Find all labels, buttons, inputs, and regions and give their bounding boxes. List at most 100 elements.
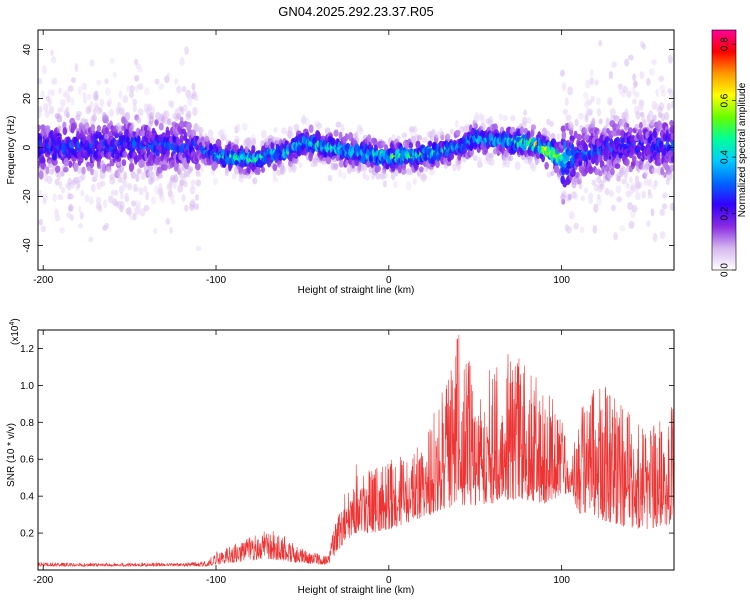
spectrogram-cell bbox=[342, 172, 347, 180]
spectrogram-cell bbox=[131, 200, 137, 207]
spectrogram-cell bbox=[561, 168, 566, 176]
spectrogram-cell bbox=[504, 158, 511, 168]
spectrogram-cell bbox=[457, 153, 462, 161]
spectrogram-cell bbox=[452, 164, 457, 172]
spectrogram-cell bbox=[656, 151, 661, 161]
spectrogram-cell bbox=[251, 137, 257, 146]
spectrogram-cell bbox=[449, 152, 455, 160]
spectrogram-cell bbox=[629, 176, 633, 184]
spectrogram-cell bbox=[272, 176, 279, 183]
spectrogram-cell bbox=[598, 170, 603, 177]
spectrogram-cell bbox=[549, 120, 554, 128]
spectrogram-cell bbox=[608, 98, 612, 106]
spectrogram-cell bbox=[616, 196, 623, 203]
spectrogram-cell bbox=[608, 190, 614, 198]
spectrogram-cell bbox=[659, 231, 666, 240]
x-tick-label: -200 bbox=[33, 275, 53, 286]
spectrogram-cell bbox=[113, 145, 118, 152]
spectrogram-cell bbox=[651, 167, 658, 174]
spectrogram-cell bbox=[200, 164, 204, 173]
spectrogram-cell bbox=[523, 109, 527, 116]
spectrogram-cell bbox=[145, 191, 149, 201]
spectrogram-cell bbox=[662, 192, 668, 199]
spectrogram-cell bbox=[189, 185, 196, 195]
spectrogram-cell bbox=[156, 166, 163, 174]
spectrogram-cell bbox=[653, 129, 657, 138]
spectrogram-cell bbox=[158, 83, 165, 90]
colorbar-ticks: 0.0 0.2 0.4 0.6 0.8 bbox=[720, 37, 736, 277]
spectrogram-cell bbox=[89, 196, 94, 205]
spectrogram-cell bbox=[207, 129, 214, 138]
spectrogram-cell bbox=[660, 113, 666, 122]
spectrogram-cell bbox=[80, 189, 85, 197]
spectrogram-cell bbox=[583, 187, 588, 194]
spectrogram-cell bbox=[44, 110, 50, 119]
spectrogram-cell bbox=[508, 155, 514, 162]
spectrogram-cell bbox=[527, 117, 532, 124]
spectrogram-cell bbox=[445, 133, 451, 140]
spectrogram-cell bbox=[46, 175, 53, 185]
spectrogram-cell bbox=[567, 193, 572, 201]
spectrogram-cell bbox=[60, 187, 66, 194]
spectrogram-cell bbox=[195, 245, 202, 252]
snr-y-multiplier: (x104) bbox=[9, 318, 21, 345]
spectrogram-cell bbox=[611, 61, 617, 68]
spectrogram-cell bbox=[646, 78, 651, 86]
spectrogram-cell bbox=[566, 226, 572, 234]
spectrogram-cell bbox=[96, 125, 102, 133]
spectrogram-cell bbox=[136, 116, 142, 124]
spectrogram-y-label: Frequency (Hz) bbox=[6, 116, 17, 185]
spectrogram-cell bbox=[514, 161, 521, 171]
spectrogram-cell bbox=[252, 177, 258, 185]
spectrogram-cell bbox=[178, 164, 183, 174]
spectrogram-cell bbox=[96, 196, 102, 205]
y-tick-label: 0.4 bbox=[20, 492, 34, 503]
spectrogram-cell bbox=[382, 180, 387, 188]
spectrogram-cell bbox=[523, 127, 529, 135]
spectrogram-cell bbox=[640, 163, 646, 171]
snr-frame bbox=[37, 329, 675, 571]
spectrogram-cell bbox=[544, 130, 551, 138]
spectrogram-cell bbox=[54, 178, 60, 186]
spectrogram-cell bbox=[595, 97, 601, 105]
spectrogram-cell bbox=[192, 106, 198, 116]
spectrogram-cell bbox=[598, 39, 603, 47]
spectrogram-cell bbox=[119, 164, 124, 173]
spectrogram-cell bbox=[168, 226, 174, 235]
snr-series-line bbox=[37, 334, 675, 568]
spectrogram-cell bbox=[412, 178, 417, 185]
spectrogram-cell bbox=[109, 160, 115, 167]
spectrogram-cell bbox=[119, 200, 125, 210]
spectrogram-cell bbox=[215, 138, 222, 148]
spectrogram-cell bbox=[123, 129, 130, 137]
spectrogram-cell bbox=[631, 155, 637, 163]
spectrogram-cell bbox=[173, 78, 179, 85]
spectrogram-cell bbox=[80, 173, 86, 181]
x-tick-label: -100 bbox=[206, 275, 226, 286]
spectrogram-cell bbox=[128, 162, 135, 172]
spectrogram-cell bbox=[574, 118, 579, 127]
spectrogram-cell bbox=[627, 54, 634, 61]
spectrogram-cell bbox=[419, 166, 424, 173]
spectrogram-cell bbox=[165, 218, 171, 225]
spectrogram-cell bbox=[190, 179, 196, 186]
x-tick-label: -200 bbox=[33, 575, 53, 586]
spectrogram-cell bbox=[592, 224, 598, 234]
spectrogram-cell bbox=[68, 204, 74, 212]
spectrogram-cell bbox=[616, 175, 622, 182]
snr-x-label: Height of straight line (km) bbox=[298, 585, 415, 596]
spectrogram-cell bbox=[362, 171, 367, 180]
spectrogram-cell bbox=[354, 131, 359, 139]
spectrogram-cell bbox=[658, 75, 665, 82]
spectrogram-cell bbox=[103, 199, 108, 209]
colorbar-tick-label: 0.4 bbox=[720, 150, 731, 164]
spectrogram-cell bbox=[620, 137, 626, 144]
spectrogram-cell bbox=[658, 102, 665, 111]
spectrogram-cell bbox=[335, 121, 342, 128]
spectrogram-cell bbox=[76, 110, 82, 118]
spectrogram-cell bbox=[228, 162, 232, 172]
spectrogram-cell bbox=[122, 150, 128, 158]
spectrogram-cell bbox=[58, 180, 63, 189]
spectrogram-cell bbox=[86, 93, 92, 101]
spectrogram-cell bbox=[66, 212, 72, 219]
